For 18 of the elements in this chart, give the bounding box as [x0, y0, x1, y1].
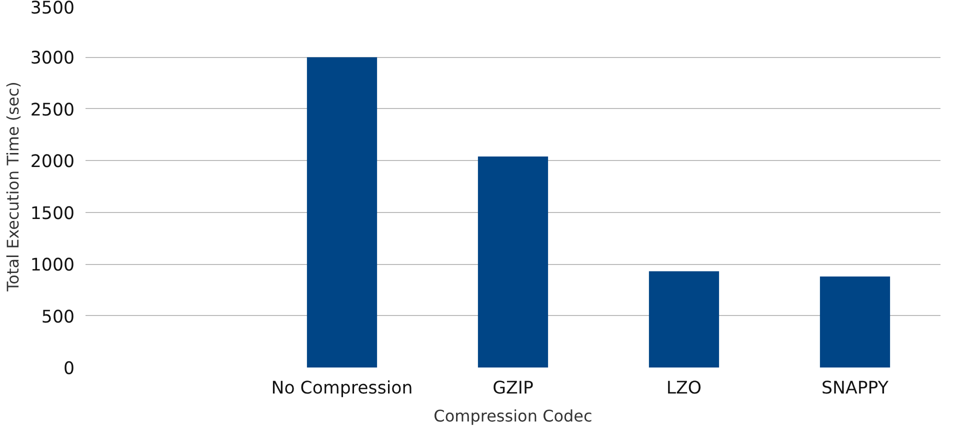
- bar: [478, 156, 548, 368]
- y-tick-label: 500: [41, 307, 75, 328]
- y-tick-label: 1000: [30, 256, 75, 276]
- y-axis-title: Total Execution Time (sec): [3, 82, 22, 292]
- y-tick-label: 2000: [30, 152, 75, 172]
- bar: [820, 276, 890, 368]
- y-tick-label: 2500: [30, 100, 75, 120]
- bar: [648, 271, 720, 368]
- y-tick-label: 1500: [30, 204, 75, 224]
- x-axis-title: Compression Codec: [434, 406, 592, 426]
- y-tick-label: 0: [63, 359, 75, 379]
- x-tick-label: No Compression: [271, 378, 413, 398]
- x-tick-label: SNAPPY: [822, 378, 889, 398]
- y-tick-label: 3000: [30, 48, 75, 69]
- y-tick-label: 3500: [30, 0, 75, 18]
- bar: [306, 57, 378, 368]
- x-tick-label: GZIP: [492, 378, 534, 398]
- x-tick-label: LZO: [666, 378, 702, 398]
